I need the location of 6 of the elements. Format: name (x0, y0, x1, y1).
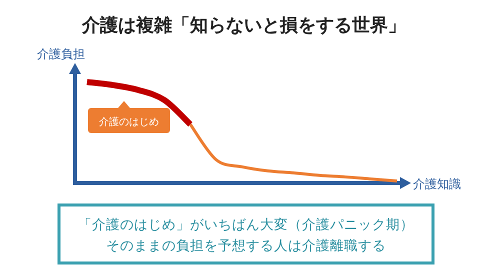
text: 「介護のはじめ」がいちばん大変（介護パニック期） (78, 217, 414, 233)
chart-title: 介護は複雑「知らないと損をする世界」 (81, 15, 406, 36)
text: そのままの負担を予想する人は介護離職する (106, 238, 386, 254)
x-axis-title: 介護知識 (413, 177, 461, 191)
y-axis-title: 介護負担 (37, 47, 85, 61)
annotation: 介護のはじめ (99, 116, 159, 128)
